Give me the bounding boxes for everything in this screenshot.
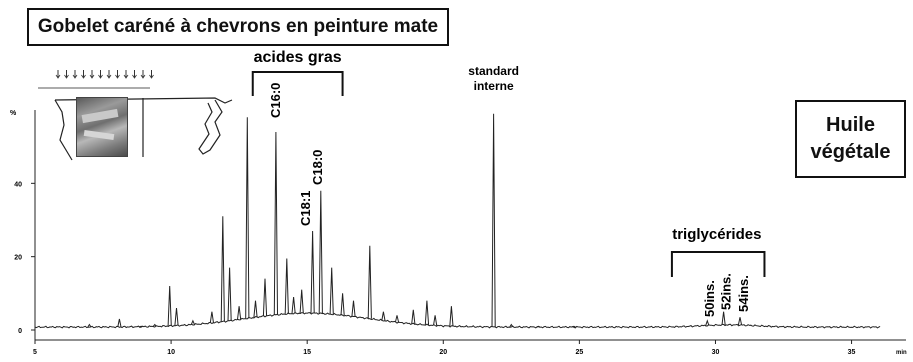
tg-52-label: 52ins. — [718, 273, 733, 310]
peak — [273, 131, 278, 315]
x-tick-label: 35 — [848, 349, 856, 356]
x-tick-label: 15 — [303, 349, 311, 356]
peak — [721, 311, 726, 325]
peak — [318, 190, 323, 314]
peak — [329, 267, 334, 315]
peak — [209, 311, 214, 323]
peak — [381, 311, 386, 321]
scale-arrow — [140, 74, 146, 79]
tg-50-label: 50ins. — [702, 280, 717, 317]
scale-arrow — [123, 74, 129, 79]
figure-title: Gobelet caréné à chevrons en peinture ma… — [37, 16, 439, 37]
c18-0-label: C18:0 — [310, 150, 325, 185]
peak — [351, 300, 356, 317]
peak — [117, 318, 122, 327]
y-tick-label: 0 — [18, 328, 22, 335]
peak — [491, 113, 496, 327]
standard-label-line1: standard — [468, 64, 519, 78]
peak — [237, 306, 242, 320]
sample-type-box: Huile végétale — [795, 100, 906, 178]
peak — [220, 216, 225, 322]
peak — [253, 300, 258, 318]
peak — [536, 325, 541, 328]
sherd-photo — [76, 97, 128, 157]
peak — [262, 278, 268, 317]
peak — [284, 258, 289, 314]
scale-arrow — [55, 74, 61, 79]
triglycerides-bracket — [670, 251, 766, 277]
fatty-acids-label: acides gras — [254, 49, 342, 66]
peak — [167, 285, 172, 326]
peak — [433, 315, 438, 326]
peak — [509, 323, 514, 328]
c16-0-label: C16:0 — [268, 83, 283, 118]
y-tick-label: 20 — [14, 255, 22, 262]
tg-54-label: 54ins. — [736, 275, 751, 312]
scale-arrow — [115, 74, 120, 79]
scale-arrow — [81, 74, 86, 79]
scale-arrow — [98, 74, 103, 79]
vessel-profile-drawing — [38, 87, 233, 161]
peak — [227, 267, 232, 321]
x-tick-label: 20 — [439, 349, 447, 356]
x-tick-label: 25 — [575, 349, 583, 356]
scale-arrow — [106, 74, 112, 79]
peak — [291, 296, 296, 314]
peak — [299, 289, 304, 314]
peak — [572, 325, 576, 328]
peak — [174, 307, 179, 326]
peak — [424, 300, 430, 326]
scale-arrow — [89, 74, 95, 79]
fatty-acids-bracket — [251, 71, 344, 96]
y-tick-label: 40 — [14, 181, 22, 188]
c18-1-label: C18:1 — [298, 191, 313, 226]
chromatogram-trace — [34, 113, 881, 329]
peak — [705, 319, 710, 326]
peak — [190, 319, 195, 325]
sample-type-line1: Huile — [826, 114, 875, 136]
peak — [411, 309, 416, 324]
chevron-scale-marks — [55, 70, 154, 79]
peak — [737, 317, 743, 326]
peak — [152, 323, 157, 327]
peak — [449, 306, 454, 327]
scale-arrow — [72, 74, 78, 79]
triglycerides-label: triglycérides — [672, 226, 761, 243]
x-tick-label: 30 — [712, 349, 720, 356]
x-tick-label: 10 — [167, 349, 175, 356]
scale-arrow — [132, 74, 137, 79]
peak — [245, 117, 250, 319]
scale-arrow — [149, 74, 154, 79]
peak — [394, 315, 400, 323]
scale-arrow — [64, 74, 69, 79]
figure-title-box: Gobelet caréné à chevrons en peinture ma… — [27, 8, 449, 46]
peak — [310, 230, 315, 314]
sample-type-line2: végétale — [810, 141, 891, 163]
peak — [367, 245, 372, 319]
baseline-trace — [34, 312, 881, 329]
standard-label-line2: interne — [474, 79, 514, 93]
peak — [87, 323, 92, 328]
x-axis-label: min — [896, 350, 907, 356]
axis-ticks: 5 10 15 20 25 30 35 0 20 40 — [14, 181, 855, 356]
y-axis-label: % — [10, 110, 17, 117]
x-tick-label: 5 — [33, 349, 37, 356]
peak — [340, 293, 345, 316]
